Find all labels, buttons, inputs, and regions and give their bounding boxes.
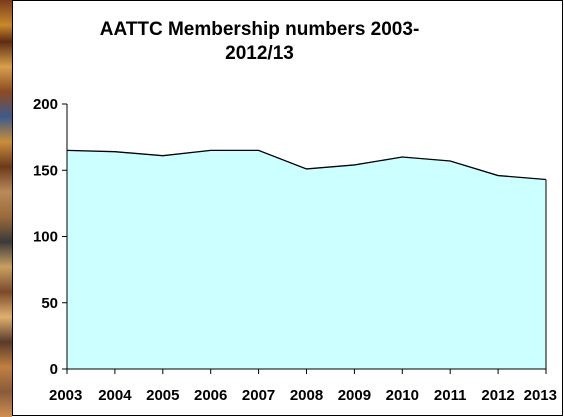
x-axis-tick-label: 2012	[481, 387, 514, 404]
x-axis-tick-label: 2007	[242, 387, 275, 404]
y-axis-tick-label: 50	[41, 295, 58, 312]
x-axis-tick-label: 2006	[194, 387, 227, 404]
x-axis-tick-label: 2011	[434, 387, 467, 404]
x-axis-tick-label: 2005	[146, 387, 179, 404]
x-axis-tick-label: 2010	[386, 387, 419, 404]
chart-title: AATTC Membership numbers 2003- 2012/13	[12, 18, 507, 66]
background-photo-strip	[0, 0, 12, 417]
y-axis-tick-label: 100	[33, 229, 58, 246]
x-axis-tick-label: 2003	[49, 387, 82, 404]
y-axis-tick-label: 0	[50, 361, 58, 378]
y-axis-tick-label: 200	[33, 96, 58, 113]
y-axis-tick-label: 150	[33, 162, 58, 179]
series-area-fill	[67, 150, 546, 369]
chart-title-line-1: AATTC Membership numbers 2003-	[99, 19, 420, 40]
x-axis-tick-label: 2013	[524, 387, 557, 404]
chart-title-line-2: 2012/13	[225, 43, 294, 64]
axes	[62, 103, 547, 374]
y-axis-tick-labels: 0 50 100 150 200	[33, 96, 58, 378]
x-axis-tick-labels: 2003 2004 2005 2006 2007 2008 2009 2010 2011 2012…	[49, 387, 557, 404]
x-axis-tick-label: 2009	[338, 387, 371, 404]
x-axis-tick-label: 2008	[290, 387, 323, 404]
x-axis-tick-label: 2004	[98, 387, 132, 404]
series-line	[66, 149, 547, 181]
plot-area	[66, 149, 547, 369]
